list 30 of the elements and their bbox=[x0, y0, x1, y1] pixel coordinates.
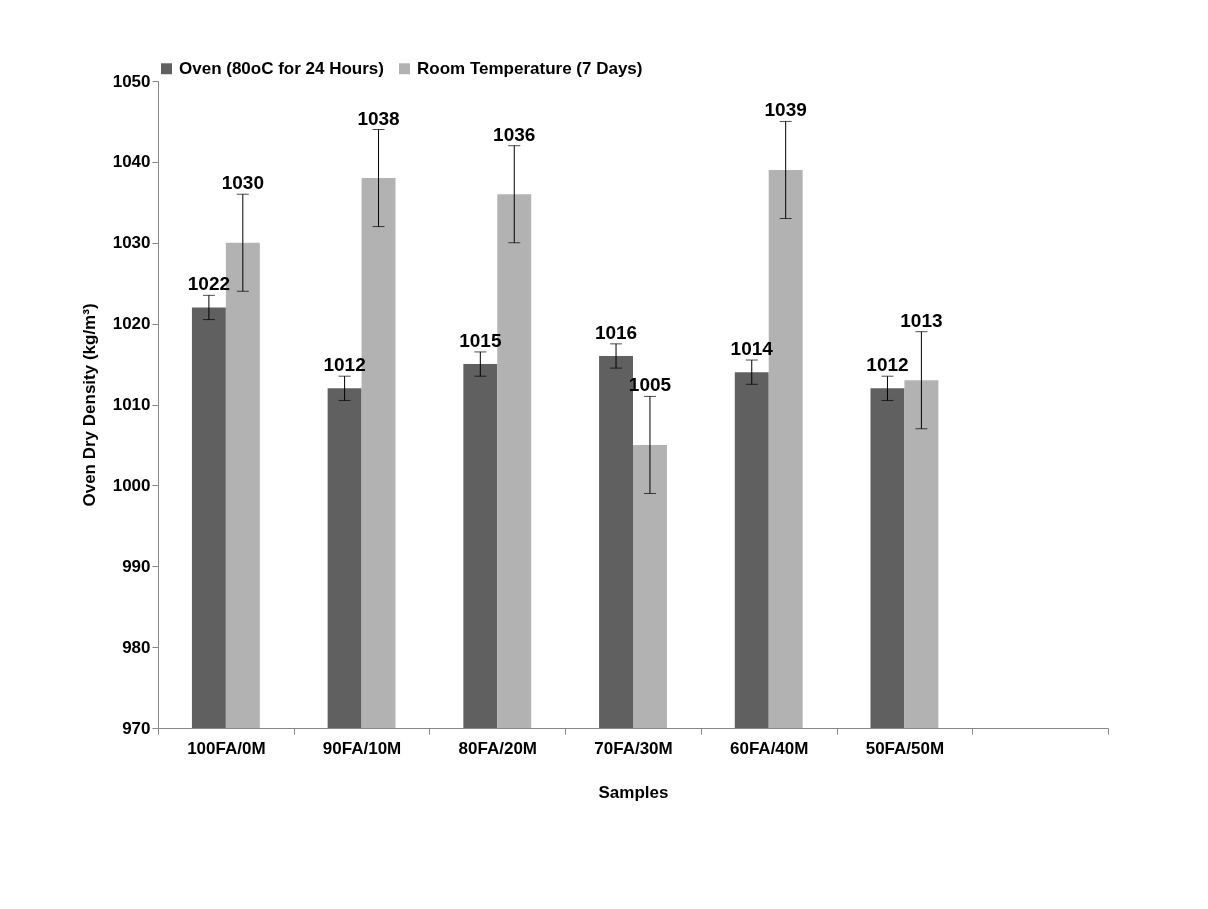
data-label: 1015 bbox=[459, 329, 502, 351]
y-tick-label: 1040 bbox=[112, 152, 151, 172]
y-tick-label: 1000 bbox=[112, 475, 151, 495]
data-label: 1012 bbox=[866, 354, 909, 376]
x-tick-label: 70FA/30M bbox=[594, 738, 673, 758]
y-tick-label: 970 bbox=[122, 718, 151, 738]
y-tick-label: 1010 bbox=[112, 395, 151, 414]
x-tick-label: 90FA/10M bbox=[322, 738, 402, 758]
data-label: 1022 bbox=[187, 273, 231, 295]
legend-label: Oven (80oC for 24 Hours) bbox=[179, 58, 384, 78]
x-tick-label: 60FA/40M bbox=[730, 738, 809, 758]
data-label: 1016 bbox=[594, 321, 638, 343]
x-tick-label: 80FA/20M bbox=[458, 738, 537, 758]
x-tick-label: 50FA/50M bbox=[865, 738, 945, 758]
data-label: 1012 bbox=[323, 354, 366, 376]
y-axis-title: Oven Dry Density (kg/m³) bbox=[79, 303, 99, 507]
data-label: 1014 bbox=[730, 338, 774, 360]
y-tick-label: 1050 bbox=[112, 71, 151, 91]
y-tick-label: 1030 bbox=[112, 233, 151, 253]
x-axis-title: Samples bbox=[598, 782, 669, 802]
data-label: 1013 bbox=[900, 309, 943, 331]
y-tick-label: 1020 bbox=[112, 314, 151, 334]
data-label: 1039 bbox=[764, 99, 807, 121]
y-tick-label: 990 bbox=[122, 556, 151, 576]
x-tick-label: 100FA/0M bbox=[187, 738, 266, 758]
data-label: 1036 bbox=[493, 123, 536, 145]
data-label: 1038 bbox=[357, 107, 400, 129]
y-tick-label: 980 bbox=[122, 637, 151, 657]
data-label: 1030 bbox=[221, 172, 264, 194]
legend-label: Room Temperature (7 Days) bbox=[417, 58, 643, 78]
